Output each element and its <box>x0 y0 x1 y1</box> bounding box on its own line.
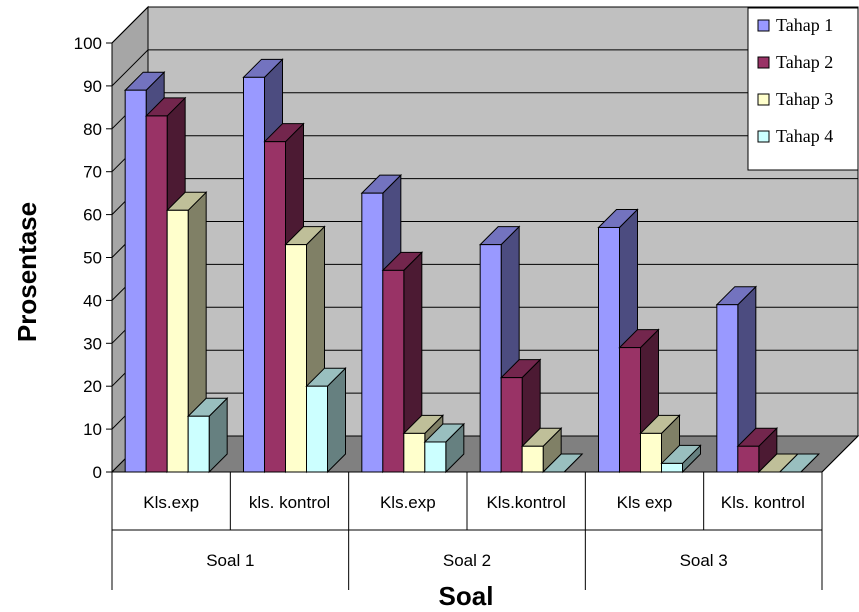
bar <box>639 414 681 474</box>
y-tick-label: 60 <box>83 206 102 225</box>
bar-front <box>737 445 760 473</box>
bar-front <box>598 226 620 473</box>
bar-front <box>382 269 405 473</box>
x-category-label: Kls.exp <box>380 493 436 512</box>
y-tick-label: 10 <box>83 420 102 439</box>
y-tick-label: 40 <box>83 291 102 310</box>
bar-front <box>166 209 189 473</box>
y-tick-label: 90 <box>83 77 102 96</box>
x-category-label: Kls.exp <box>143 493 199 512</box>
bar-front <box>124 89 147 473</box>
x-group-label: Soal 1 <box>206 551 254 570</box>
bar <box>660 444 702 474</box>
y-tick-label: 70 <box>83 163 102 182</box>
bar-front <box>361 192 384 473</box>
y-tick-label: 50 <box>83 249 102 268</box>
bar-front <box>264 141 286 473</box>
bar-front <box>187 415 210 473</box>
x-axis: Kls.exp kls. kontrol Kls.exp Kls.kontrol Kls… <box>111 435 859 590</box>
gridline <box>111 49 858 87</box>
x-category-label: Kls. kontrol <box>721 493 805 512</box>
y-tick-label: 20 <box>83 377 102 396</box>
bars <box>123 58 821 474</box>
bar-front <box>661 462 683 473</box>
bar-front <box>285 244 307 473</box>
x-category-label: kls. kontrol <box>249 493 330 512</box>
bar-front <box>403 432 426 473</box>
bar-front <box>424 441 447 473</box>
y-tick-label: 0 <box>93 463 102 482</box>
legend-label: Tahap 1 <box>776 15 833 35</box>
bar-front <box>640 432 662 473</box>
floor-edge <box>821 435 859 473</box>
legend-box <box>747 7 859 171</box>
y-axis-title: Prosentase <box>12 202 42 342</box>
legend-swatch <box>757 56 770 69</box>
bar <box>423 422 466 474</box>
bar <box>381 251 424 474</box>
x-category-label: Kls.kontrol <box>486 493 565 512</box>
legend-label: Tahap 4 <box>776 126 833 146</box>
bar-front <box>306 385 328 473</box>
x-axis-title: Soal <box>439 581 494 611</box>
bar-front <box>500 377 523 473</box>
legend-swatch <box>757 93 770 106</box>
y-axis-ticks: 0 10 20 30 40 50 60 70 80 90 100 <box>74 34 112 482</box>
y-tick-label: 80 <box>83 120 102 139</box>
legend-label: Tahap 3 <box>776 89 833 109</box>
bar-front <box>716 304 739 473</box>
bar <box>186 397 229 474</box>
bar-front <box>619 347 641 473</box>
bar-front <box>479 244 502 473</box>
x-group-label: Soal 3 <box>680 551 728 570</box>
bar-front <box>521 445 544 473</box>
legend-label: Tahap 2 <box>776 52 833 72</box>
x-category-label: Kls exp <box>617 493 673 512</box>
legend-swatch <box>757 130 770 143</box>
x-group-label: Soal 2 <box>443 551 491 570</box>
bar <box>715 285 758 474</box>
legend-swatch <box>757 19 770 32</box>
y-tick-label: 30 <box>83 334 102 353</box>
gridline <box>111 6 858 44</box>
bar-front <box>145 115 168 473</box>
bar-front <box>243 76 265 473</box>
y-tick-label: 100 <box>74 34 102 53</box>
bar <box>305 366 347 474</box>
legend: Tahap 1 Tahap 2 Tahap 3 Tahap 4 <box>747 7 859 171</box>
